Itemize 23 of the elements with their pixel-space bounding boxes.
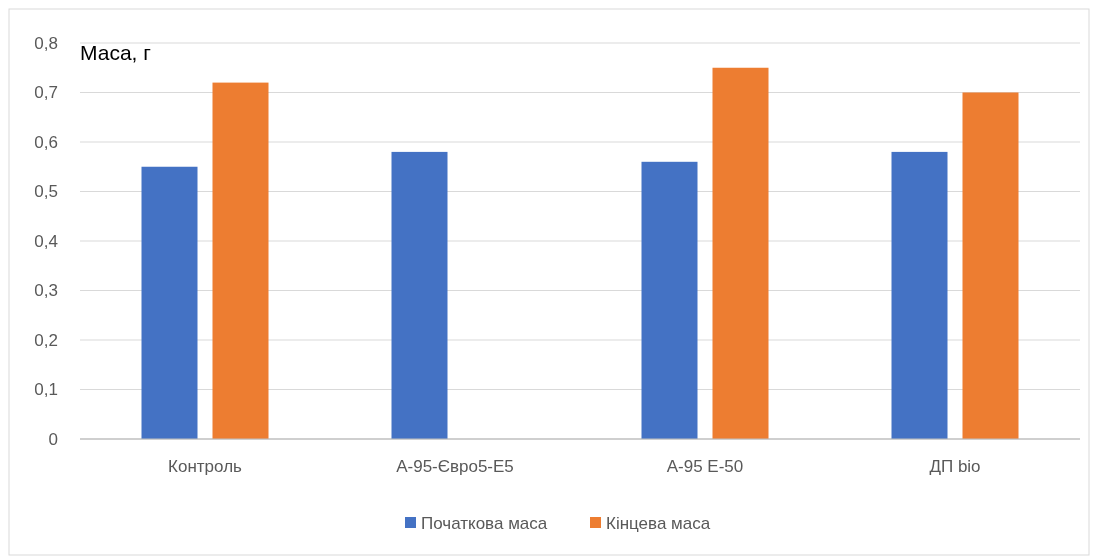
x-tick-label: ДП bio [929,457,981,476]
y-tick-label: 0,4 [34,231,58,251]
legend-label: Кінцева маса [606,513,711,533]
y-tick-label: 0,1 [34,380,58,400]
y-tick-label: 0,5 [34,182,58,202]
y-tick-label: 0,7 [34,83,58,103]
bar [141,166,198,439]
y-tick-label: 0 [48,429,58,449]
y-tick-label: 0,6 [34,132,58,152]
y-tick-label: 0,8 [34,33,58,53]
y-tick-label: 0,3 [34,281,58,301]
legend-label: Початкова маса [421,513,548,533]
bar [712,67,769,439]
x-tick-label: А-95-Євро5-Е5 [396,457,514,476]
x-tick-label: Контроль [168,457,243,476]
bar [891,151,948,439]
bar [962,92,1019,439]
bar [641,161,698,439]
bar [212,82,269,439]
y-axis-title: Маса, г [80,41,152,64]
bar [391,151,448,439]
y-tick-label: 0,2 [34,330,58,350]
x-tick-label: А-95 Е-50 [666,457,744,476]
